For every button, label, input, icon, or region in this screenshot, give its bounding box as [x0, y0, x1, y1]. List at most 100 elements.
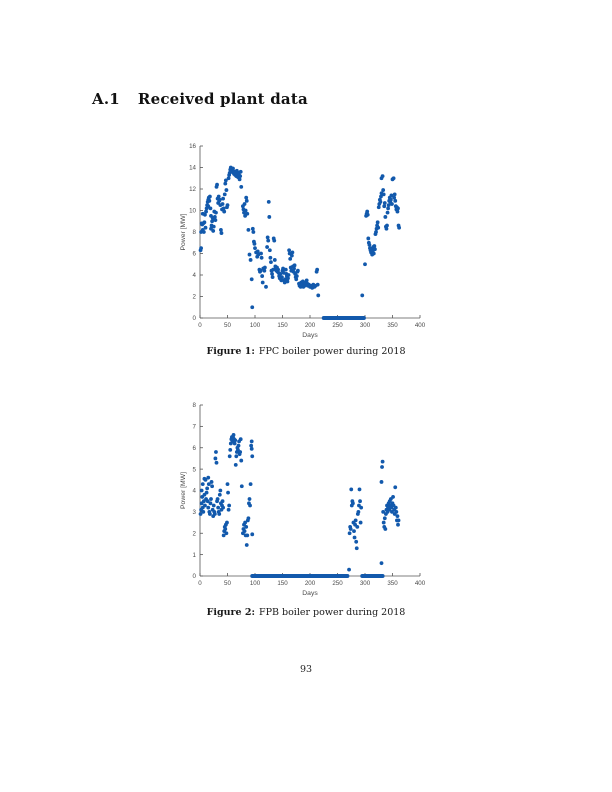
data-point: [272, 258, 277, 262]
data-point: [217, 197, 222, 202]
x-tick-label: 150: [277, 580, 288, 587]
data-point: [347, 531, 352, 536]
data-point: [244, 195, 249, 200]
data-point: [212, 215, 217, 219]
data-point: [381, 188, 386, 192]
data-point: [239, 184, 244, 189]
y-tick-label: 16: [189, 143, 196, 150]
data-point: [225, 482, 230, 486]
data-point: [356, 509, 361, 514]
data-point: [393, 485, 398, 490]
data-point: [266, 238, 271, 243]
data-point: [226, 490, 230, 495]
data-point: [358, 520, 363, 525]
data-point: [211, 224, 216, 229]
data-point: [347, 567, 351, 572]
data-point: [201, 509, 206, 514]
section-heading: A.1 Received plant data: [92, 90, 308, 108]
data-point: [366, 236, 371, 241]
data-point: [260, 274, 265, 278]
data-point: [383, 215, 388, 219]
data-point: [259, 255, 264, 260]
data-point: [238, 450, 243, 454]
data-point: [381, 192, 386, 197]
data-point: [249, 439, 254, 444]
data-point: [279, 278, 284, 283]
data-point: [225, 520, 229, 525]
data-point: [393, 505, 398, 510]
data-point: [288, 256, 293, 261]
data-point: [397, 225, 401, 230]
data-point: [239, 484, 244, 489]
data-point: [243, 208, 248, 213]
data-point: [219, 231, 224, 235]
data-point: [267, 215, 272, 219]
data-point: [221, 533, 226, 538]
x-tick-label: 50: [224, 322, 231, 329]
data-point: [270, 275, 275, 280]
data-point: [225, 203, 230, 208]
y-tick-label: 7: [193, 424, 197, 431]
data-point: [263, 265, 267, 270]
data-point: [358, 499, 362, 504]
data-point: [206, 482, 211, 486]
data-point: [376, 225, 381, 230]
data-point: [268, 255, 273, 260]
data-point: [385, 223, 389, 228]
data-point: [285, 279, 290, 284]
data-point: [208, 206, 213, 211]
data-point: [302, 283, 307, 288]
data-point: [375, 220, 380, 225]
data-point: [227, 503, 232, 508]
data-point: [374, 230, 378, 234]
data-point: [381, 520, 386, 525]
figure-1-caption-text: FPC boiler power during 2018: [258, 346, 406, 357]
data-point: [258, 268, 263, 273]
y-tick-label: 1: [193, 552, 197, 559]
data-point: [363, 262, 367, 267]
data-point: [203, 225, 208, 230]
y-axis-label: Power [MW]: [180, 213, 187, 250]
data-point: [352, 535, 357, 540]
data-point: [210, 484, 214, 489]
data-point: [199, 246, 203, 251]
figure-1-caption: Figure 1: FPC boiler power during 2018: [0, 346, 612, 357]
data-point: [220, 202, 225, 206]
x-tick-label: 200: [305, 322, 316, 329]
y-tick-label: 0: [193, 315, 197, 322]
data-point: [286, 276, 290, 281]
y-tick-label: 12: [189, 186, 196, 193]
data-point: [355, 524, 360, 529]
data-point: [386, 206, 390, 211]
data-point: [392, 195, 397, 200]
x-axis-label: Days: [302, 590, 318, 597]
data-point: [396, 518, 401, 523]
data-point: [391, 495, 395, 499]
data-point: [265, 245, 269, 249]
data-point: [244, 524, 249, 529]
data-point: [221, 206, 226, 211]
data-point: [205, 499, 210, 504]
data-point: [237, 177, 242, 182]
data-point: [262, 268, 267, 273]
data-point: [379, 480, 384, 484]
data-point: [213, 218, 218, 223]
data-point: [249, 446, 254, 451]
y-axis-label: Power [MW]: [180, 472, 187, 509]
y-tick-label: 6: [193, 445, 197, 452]
data-point: [203, 503, 207, 508]
data-point: [354, 539, 359, 544]
data-point: [386, 203, 391, 208]
y-tick-label: 2: [193, 530, 197, 537]
data-point: [232, 441, 237, 446]
data-point: [236, 443, 241, 448]
data-point: [380, 465, 384, 469]
x-tick-label: 100: [250, 580, 261, 587]
y-tick-label: 14: [189, 165, 196, 172]
data-point: [248, 258, 253, 262]
data-point: [207, 198, 212, 203]
data-point: [276, 267, 280, 272]
data-point: [200, 482, 205, 486]
data-point: [247, 497, 252, 501]
data-point: [396, 206, 400, 211]
